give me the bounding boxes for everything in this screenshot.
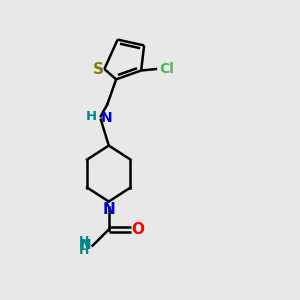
Text: Cl: Cl (159, 62, 174, 76)
Text: N: N (101, 111, 112, 124)
Text: N: N (80, 238, 91, 252)
Text: S: S (92, 61, 104, 76)
Text: N: N (102, 202, 115, 217)
Text: H: H (86, 110, 97, 123)
Text: O: O (131, 222, 144, 237)
Text: H: H (79, 244, 89, 256)
Text: H: H (79, 235, 89, 248)
